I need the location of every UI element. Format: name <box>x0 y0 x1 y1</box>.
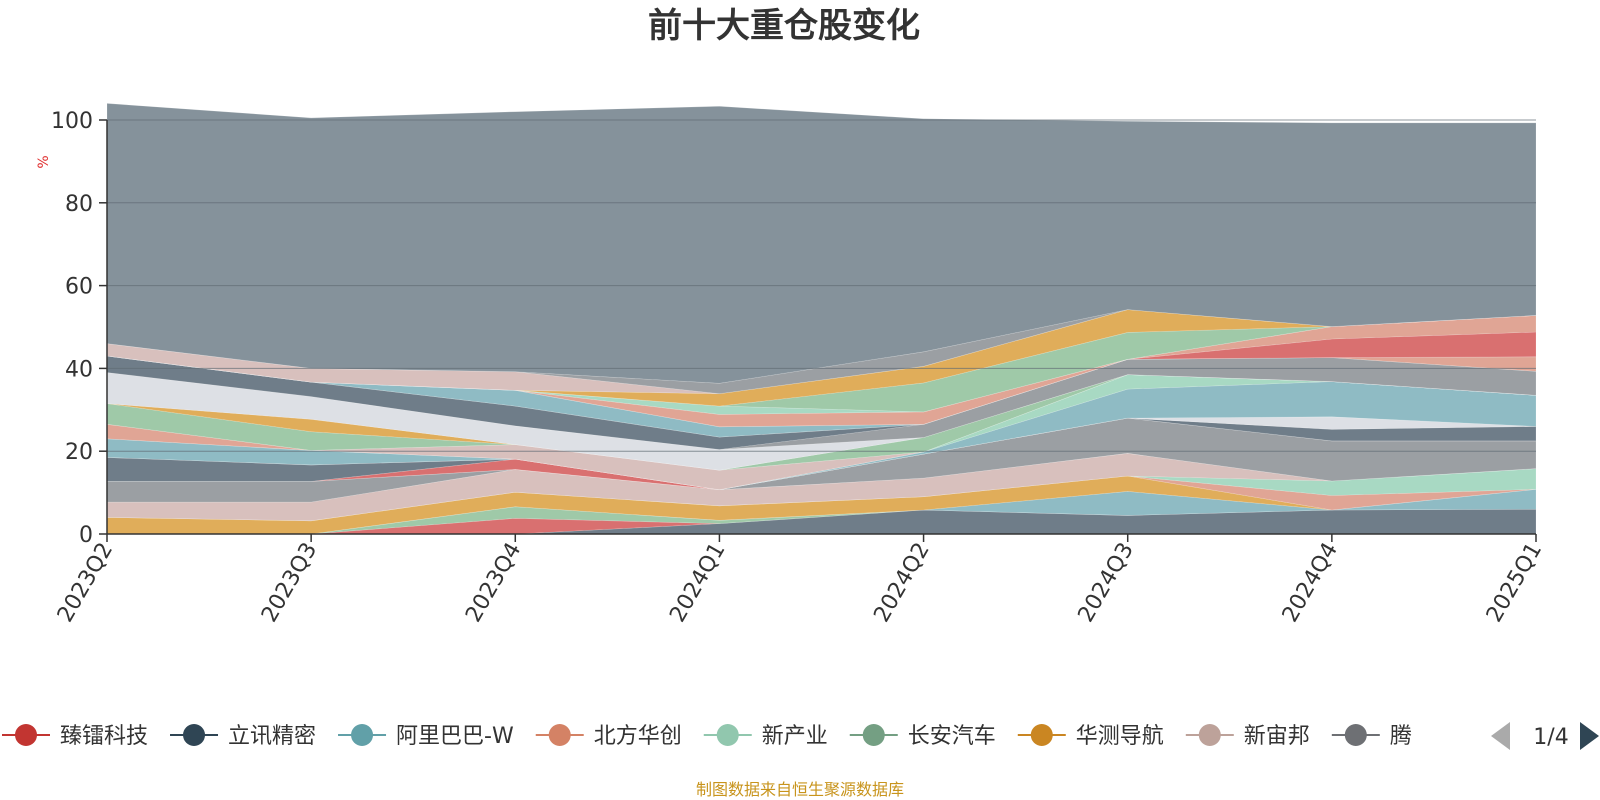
grid-lines <box>107 119 1536 452</box>
x-tick-label: 2024Q3 <box>1074 539 1139 627</box>
legend-label: 新产业 <box>762 724 828 749</box>
legend-item-3[interactable]: 北方华创 <box>535 724 682 749</box>
legend-prev-page-icon[interactable] <box>1491 722 1510 750</box>
y-tick-label: 40 <box>65 357 93 382</box>
y-axis-unit: % <box>36 155 52 168</box>
legend-item-8[interactable]: 腾 <box>1331 724 1412 749</box>
y-tick-label: 0 <box>79 523 93 548</box>
legend-label: 臻镭科技 <box>60 724 148 749</box>
area-series-6 <box>106 468 1537 522</box>
y-tick-label: 100 <box>51 109 93 134</box>
y-tick-label: 80 <box>65 192 93 217</box>
area-series-20 <box>106 372 1537 471</box>
area-series-26 <box>106 315 1537 428</box>
area-series-21 <box>106 357 1537 450</box>
legend-item-7[interactable]: 新宙邦 <box>1185 724 1310 749</box>
legend-label: 长安汽车 <box>908 724 996 749</box>
legend-next-page-icon[interactable] <box>1580 722 1599 750</box>
legend-label: 新宙邦 <box>1244 724 1310 749</box>
x-tick-label: 2025Q1 <box>1482 539 1547 627</box>
area-series-23 <box>106 355 1537 438</box>
area-series-3 <box>107 488 1537 535</box>
plot-area <box>106 103 1537 535</box>
chart-title: 前十大重仓股变化 <box>648 6 920 46</box>
y-tick-label: 60 <box>65 275 93 300</box>
area-series-32 <box>106 103 1537 384</box>
legend-label: 华测导航 <box>1076 724 1164 749</box>
legend-page-indicator: 1/4 <box>1533 725 1568 750</box>
legend-marker <box>1344 724 1367 746</box>
legend: 臻镭科技 立讯精密 阿里巴巴-W 北方华创 新产业 长安汽车 华测导航 新宙邦 腾 <box>2 724 1412 749</box>
area-series-25 <box>106 331 1537 428</box>
legend-marker <box>15 724 37 746</box>
data-source-note: 制图数据来自恒生聚源数据库 <box>696 780 904 799</box>
legend-marker <box>1030 724 1053 746</box>
legend-label: 北方华创 <box>594 724 682 749</box>
legend-marker <box>183 724 206 746</box>
x-tick-label: 2024Q4 <box>1278 539 1343 627</box>
legend-label: 立讯精密 <box>228 724 316 749</box>
legend-marker <box>548 724 571 746</box>
x-tick-label: 2024Q1 <box>665 539 730 627</box>
legend-item-2[interactable]: 阿里巴巴-W <box>338 724 514 749</box>
legend-item-5[interactable]: 长安汽车 <box>849 724 996 749</box>
area-series-22 <box>106 355 1537 450</box>
legend-item-1[interactable]: 立讯精密 <box>170 724 316 749</box>
legend-marker <box>716 724 739 746</box>
legend-marker <box>351 724 374 746</box>
legend-item-6[interactable]: 华测导航 <box>1017 724 1164 749</box>
x-tick-label: 2023Q2 <box>53 539 118 627</box>
legend-item-4[interactable]: 新产业 <box>703 724 828 749</box>
legend-label: 腾 <box>1390 724 1412 749</box>
legend-item-0[interactable]: 臻镭科技 <box>2 724 148 749</box>
y-tick-label: 20 <box>65 440 93 465</box>
legend-marker <box>862 724 885 746</box>
x-tick-label: 2023Q3 <box>257 539 322 627</box>
legend-marker <box>1198 724 1221 746</box>
x-tick-label: 2024Q2 <box>869 539 934 627</box>
legend-pager: 1/4 <box>1491 722 1599 750</box>
legend-label: 阿里巴巴-W <box>396 724 514 749</box>
x-tick-label: 2023Q4 <box>461 539 526 627</box>
